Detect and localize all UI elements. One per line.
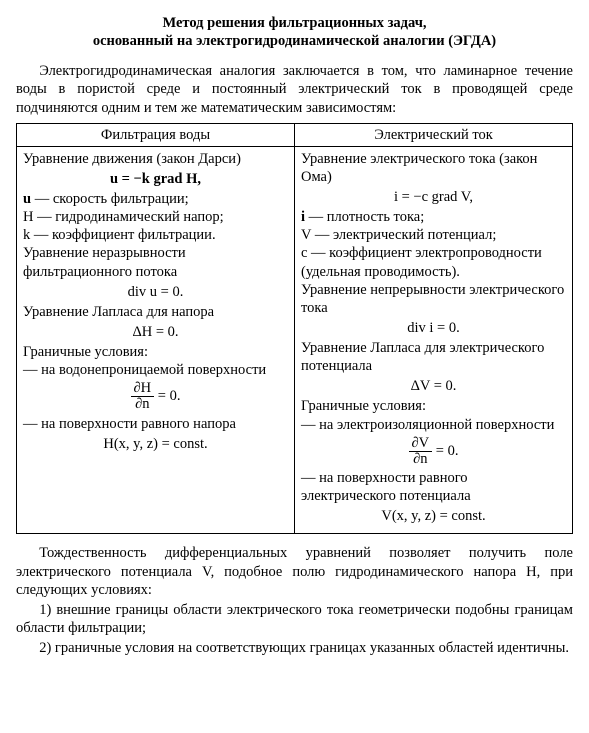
cell-electric: Уравнение электрического тока (закон Ома… — [295, 146, 573, 534]
right-bc2: — на поверхности равного электрического … — [301, 469, 566, 505]
left-bc1-num: ∂H — [131, 381, 155, 397]
left-laplace-eq: ΔH = 0. — [23, 323, 288, 341]
left-def-1-text: — скорость фильтрации; — [35, 191, 189, 207]
right-bc1-den: ∂n — [409, 452, 433, 467]
right-cont-title: Уравнение непрерывности электрического т… — [301, 281, 566, 317]
left-bc1-eq: ∂H ∂n = 0. — [23, 381, 288, 412]
conclusion-p2: 1) внешние границы области электрическог… — [16, 601, 573, 637]
right-bc-title: Граничные условия: — [301, 397, 566, 415]
page-title: Метод решения фильтрационных задач, осно… — [16, 14, 573, 50]
left-def-3: k — коэффициент фильтрации. — [23, 226, 288, 244]
left-bc1-den: ∂n — [131, 397, 155, 412]
right-motion-eq: i = −c grad V, — [301, 188, 566, 206]
right-bc2-eq: V(x, y, z) = const. — [301, 507, 566, 525]
right-laplace-title: Уравнение Лапласа для электрического пот… — [301, 339, 566, 375]
cell-filtration: Уравнение движения (закон Дарси) u = −k … — [17, 146, 295, 534]
left-bc-title: Граничные условия: — [23, 343, 288, 361]
conclusion-p1: Тождественность дифференциальных уравнен… — [16, 544, 573, 598]
left-def-1: u — скорость фильтрации; — [23, 190, 288, 208]
conclusion-p3: 2) граничные условия на соответствующих … — [16, 639, 573, 657]
fraction-icon: ∂V ∂n — [409, 436, 433, 467]
right-def-2: V — электрический потенциал; — [301, 226, 566, 244]
left-def-2: H — гидродинамический напор; — [23, 208, 288, 226]
left-bc2: — на поверхности равного напора — [23, 415, 288, 433]
right-cont-eq: div i = 0. — [301, 319, 566, 337]
right-laplace-eq: ΔV = 0. — [301, 377, 566, 395]
right-def-3: c — коэффициент электропроводности (удел… — [301, 244, 566, 280]
left-laplace-title: Уравнение Лапласа для напора — [23, 303, 288, 321]
fraction-icon: ∂H ∂n — [131, 381, 155, 412]
document-page: Метод решения фильтрационных задач, осно… — [0, 0, 589, 679]
right-def-1-text: — плотность тока; — [309, 209, 425, 225]
right-bc1-eq: ∂V ∂n = 0. — [301, 436, 566, 467]
right-def-1: i — плотность тока; — [301, 208, 566, 226]
conclusion-block: Тождественность дифференциальных уравнен… — [16, 544, 573, 657]
left-motion-eq-text: u = −k grad H, — [110, 171, 201, 187]
left-motion-title: Уравнение движения (закон Дарси) — [23, 150, 288, 168]
right-motion-title: Уравнение электрического тока (закон Ома… — [301, 150, 566, 186]
left-bc1: — на водонепроницаемой поверхности — [23, 361, 288, 379]
right-bc1: — на электроизоляционной поверхности — [301, 416, 566, 434]
left-motion-eq: u = −k grad H, — [23, 170, 288, 188]
right-bc1-num: ∂V — [409, 436, 433, 452]
col-header-left: Фильтрация воды — [17, 123, 295, 146]
left-cont-title: Уравнение неразрывности фильтрационного … — [23, 244, 288, 280]
col-header-right: Электрический ток — [295, 123, 573, 146]
left-bc1-rhs: = 0. — [154, 388, 180, 404]
table-header-row: Фильтрация воды Электрический ток — [17, 123, 573, 146]
table-body-row: Уравнение движения (закон Дарси) u = −k … — [17, 146, 573, 534]
right-bc1-rhs: = 0. — [432, 443, 458, 459]
left-bc2-eq: H(x, y, z) = const. — [23, 435, 288, 453]
analogy-table: Фильтрация воды Электрический ток Уравне… — [16, 123, 573, 535]
left-cont-eq: div u = 0. — [23, 283, 288, 301]
intro-paragraph: Электрогидродинамическая аналогия заключ… — [16, 62, 573, 116]
